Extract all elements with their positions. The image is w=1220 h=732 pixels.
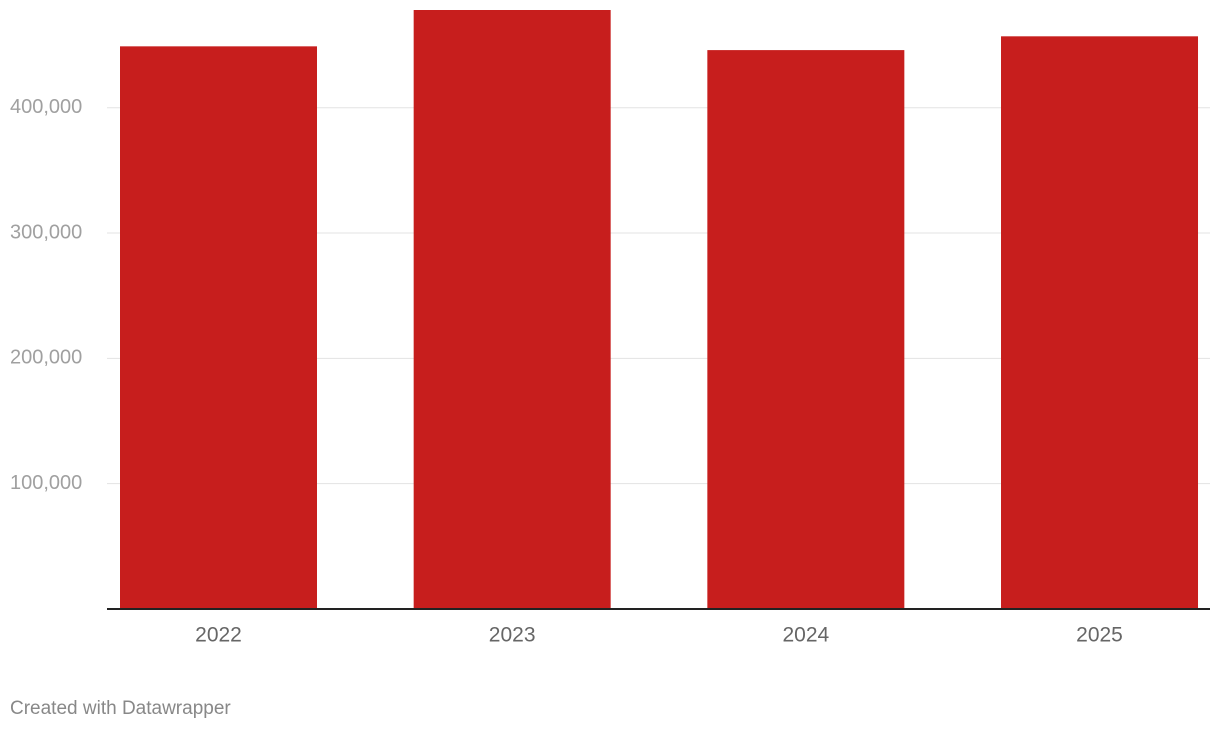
y-tick-label: 100,000 [10, 472, 82, 494]
bar [120, 46, 317, 609]
credit: Created with Datawrapper [10, 698, 231, 719]
y-tick-label: 400,000 [10, 96, 82, 118]
y-tick-label: 200,000 [10, 347, 82, 369]
x-tick-label: 2022 [195, 624, 242, 647]
bar [413, 10, 611, 609]
x-tick-label: 2025 [1076, 624, 1123, 647]
bar [707, 50, 905, 610]
x-tick-label: 2023 [489, 624, 536, 647]
y-tick-label: 300,000 [10, 221, 82, 243]
bar [1001, 36, 1199, 609]
x-tick-label: 2024 [782, 624, 829, 647]
